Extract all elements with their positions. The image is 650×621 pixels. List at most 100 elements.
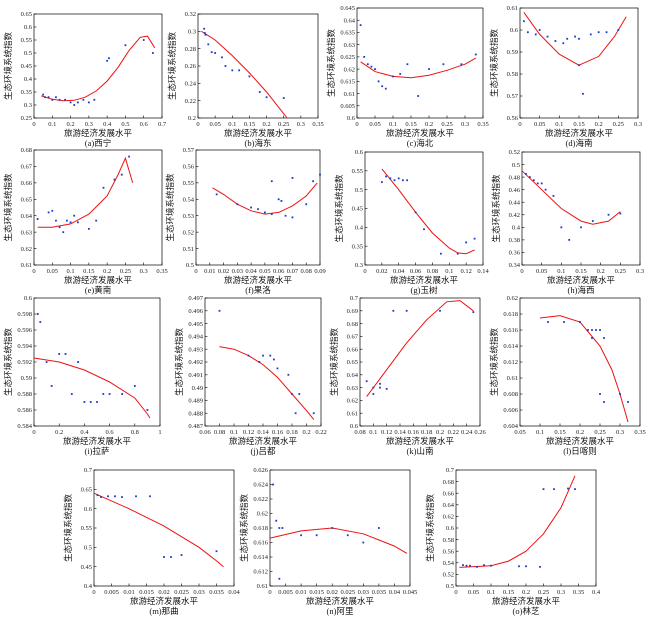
data-point [563, 321, 565, 323]
data-point [114, 495, 116, 498]
data-point [552, 195, 555, 197]
y-tick-label: 0.4 [355, 225, 364, 232]
y-tick-label: 0.584 [17, 423, 32, 430]
x-axis-label: 旅游经济发展水平 [63, 436, 132, 446]
data-point [291, 393, 293, 395]
x-tick-label: 0.2 [103, 268, 111, 275]
y-tick-label: 0.25 [21, 115, 32, 122]
data-point [82, 98, 85, 101]
x-tick-label: 0.2 [302, 429, 310, 436]
data-point [363, 55, 366, 58]
data-point [312, 180, 315, 183]
chart-panel-m: 0 0.005 0.01 0.015 0.02 0.025 0.03 0.035 0.04 0.4… [63, 467, 240, 616]
x-tick-label: 0.6 [106, 429, 115, 436]
x-tick-label: 0.05 [369, 121, 380, 128]
data-point [372, 386, 375, 389]
y-axis-label: 生态环境系统指数 [491, 174, 501, 243]
data-point [547, 321, 549, 323]
x-tick-label: 0.25 [441, 121, 452, 128]
x-tick-label: 0 [268, 589, 271, 596]
x-tick-label: 0.005 [104, 589, 119, 596]
plot-frame [519, 297, 641, 427]
y-tick-label: 0.61 [257, 583, 268, 590]
x-axis-label: 旅游经济发展水平 [224, 275, 293, 285]
y-tick-label: 0.49 [192, 385, 203, 392]
x-tick-label: 0.08 [354, 429, 365, 436]
panel-caption: (g)玉树 [411, 285, 438, 295]
y-tick-label: 0.6 [24, 295, 33, 302]
x-tick-label: 0.01 [295, 589, 306, 596]
data-point [44, 96, 46, 99]
y-tick-label: 0.67 [21, 164, 33, 171]
x-tick-label: 0.09 [314, 268, 325, 275]
x-tick-label: 0.15 [554, 429, 565, 436]
data-point [50, 385, 53, 387]
y-tick-label: 0.7 [350, 295, 359, 302]
data-point [36, 218, 39, 220]
x-tick-label: 0.3 [636, 268, 644, 275]
data-point [142, 39, 145, 41]
data-point [599, 393, 601, 395]
y-tick-label: 0.594 [17, 343, 32, 350]
y-tick-label: 0.494 [188, 334, 203, 341]
x-tick-label: 0.04 [228, 589, 240, 596]
x-tick-label: 0.1 [389, 121, 397, 128]
y-axis-label: 生态环境系统指数 [165, 173, 175, 242]
fit-curve [360, 57, 477, 79]
plot-frame [93, 469, 235, 587]
x-tick-label: 0.025 [174, 589, 189, 596]
y-axis-label: 生态环境系统指数 [167, 32, 177, 101]
x-tick-label: 0 [196, 121, 199, 128]
x-axis-label: 旅游经济发展水平 [546, 436, 615, 446]
data-point [406, 63, 409, 66]
data-point [291, 216, 294, 219]
x-tick-label: 0.04 [245, 268, 257, 275]
data-point [393, 179, 396, 182]
data-point [315, 534, 318, 537]
x-tick-label: 0.14 [257, 429, 269, 436]
data-point [617, 29, 620, 31]
data-point [108, 393, 111, 395]
y-tick-label: 0.56 [183, 164, 195, 171]
x-tick-label: 0.3 [557, 589, 565, 596]
data-point [399, 73, 402, 75]
y-tick-label: 0.626 [253, 467, 268, 474]
y-tick-label: 0.608 [503, 391, 518, 398]
data-point [405, 309, 408, 312]
data-point [526, 31, 529, 34]
data-point [64, 98, 66, 101]
y-tick-label: 0.62 [347, 398, 358, 405]
x-tick-label: 0.2 [595, 121, 603, 128]
x-tick-label: 0 [32, 429, 35, 436]
y-axis-label: 生态环境系统指数 [326, 29, 336, 98]
data-point [238, 69, 241, 72]
x-axis-label: 旅游经济发展水平 [306, 596, 375, 606]
y-axis-label: 生态环境系统指数 [329, 328, 339, 397]
data-point [270, 180, 273, 183]
y-tick-label: 0.42 [509, 212, 520, 219]
y-axis-label: 生态环境系统指数 [239, 494, 249, 563]
fit-curve [459, 475, 576, 568]
y-tick-label: 0.6 [347, 115, 356, 122]
data-point [100, 496, 102, 498]
panel-caption: (n)阿里 [327, 606, 354, 616]
y-tick-label: 0.604 [503, 423, 518, 430]
data-point [36, 313, 39, 315]
x-tick-label: 0.35 [573, 589, 584, 596]
data-point [379, 382, 381, 385]
plot-frame [359, 297, 481, 427]
data-point [472, 311, 475, 313]
chart-panel-j: 0.06 0.08 0.1 0.12 0.14 0.16 0.18 0.2 0.22 0.487 0… [174, 295, 327, 456]
data-point [236, 203, 239, 206]
data-point [96, 494, 99, 497]
data-point [589, 33, 592, 36]
data-point [532, 179, 535, 182]
data-point [294, 412, 297, 415]
data-point [591, 329, 593, 331]
x-axis-label: 旅游经济发展水平 [64, 128, 133, 138]
plot-frame [269, 469, 411, 587]
y-tick-label: 0.54 [443, 560, 455, 567]
data-point [568, 238, 571, 241]
y-tick-label: 0.53 [183, 213, 194, 220]
y-tick-label: 0.57 [507, 93, 519, 100]
